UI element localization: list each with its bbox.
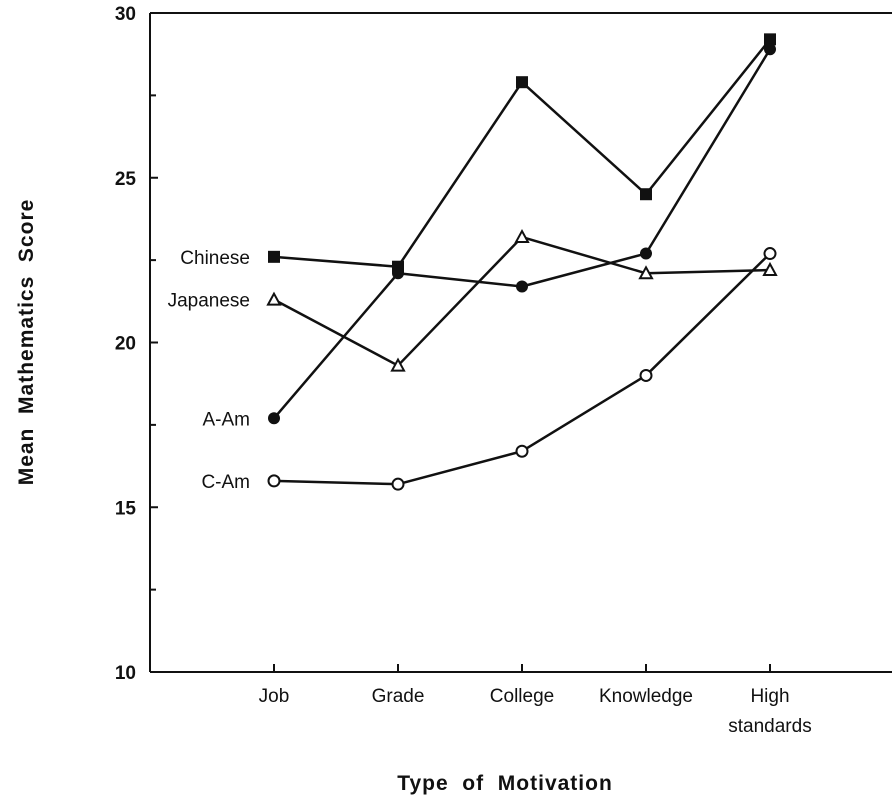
series-lines bbox=[273, 38, 772, 486]
a-am-point bbox=[640, 247, 652, 260]
chinese-point bbox=[516, 76, 528, 89]
y-tick-label: 25 bbox=[115, 169, 137, 190]
x-tick-label: College bbox=[490, 686, 554, 707]
c-am-series-label: C-Am bbox=[201, 472, 250, 493]
c-am-point bbox=[515, 444, 529, 458]
y-tick-label: 15 bbox=[115, 498, 137, 519]
y-tick-label: 20 bbox=[115, 334, 136, 355]
series-markers bbox=[266, 33, 778, 491]
c-am-point bbox=[391, 477, 405, 491]
axes: 10 15 20 25 30 Job Grade College Knowledge High st… bbox=[115, 4, 892, 737]
japanese-point bbox=[266, 291, 282, 306]
a-am-point bbox=[516, 280, 528, 293]
japanese-point bbox=[762, 261, 778, 277]
chinese-point bbox=[764, 33, 776, 46]
chinese-series-label: Chinese bbox=[180, 248, 250, 269]
series-labels: Chinese Japanese A-Am C-Am bbox=[168, 248, 250, 493]
a-am-series-label: A-Am bbox=[203, 409, 251, 430]
japanese-point bbox=[514, 228, 530, 244]
c-am-point bbox=[763, 247, 777, 261]
japanese-line bbox=[273, 235, 771, 367]
c-am-point bbox=[267, 474, 281, 488]
japanese-point bbox=[638, 265, 654, 280]
japanese-point bbox=[390, 357, 406, 372]
a-am-point bbox=[764, 43, 776, 56]
x-tick-label: Knowledge bbox=[599, 686, 693, 707]
c-am-point bbox=[639, 368, 653, 382]
japanese-series-label: Japanese bbox=[168, 291, 250, 312]
y-tick-label: 30 bbox=[115, 4, 136, 25]
a-am-point bbox=[392, 267, 404, 280]
x-tick-label: standards bbox=[728, 716, 811, 737]
y-tick-label: 10 bbox=[115, 663, 136, 684]
y-axis-title: Mean Mathematics Score bbox=[15, 199, 38, 486]
x-tick-label: Grade bbox=[372, 686, 425, 707]
a-am-point bbox=[268, 412, 280, 425]
x-tick-label: High bbox=[750, 686, 789, 707]
x-axis-title: Type of Motivation bbox=[397, 772, 613, 795]
x-tick-label: Job bbox=[259, 686, 290, 707]
chinese-point bbox=[640, 188, 652, 201]
chinese-point bbox=[268, 250, 280, 263]
